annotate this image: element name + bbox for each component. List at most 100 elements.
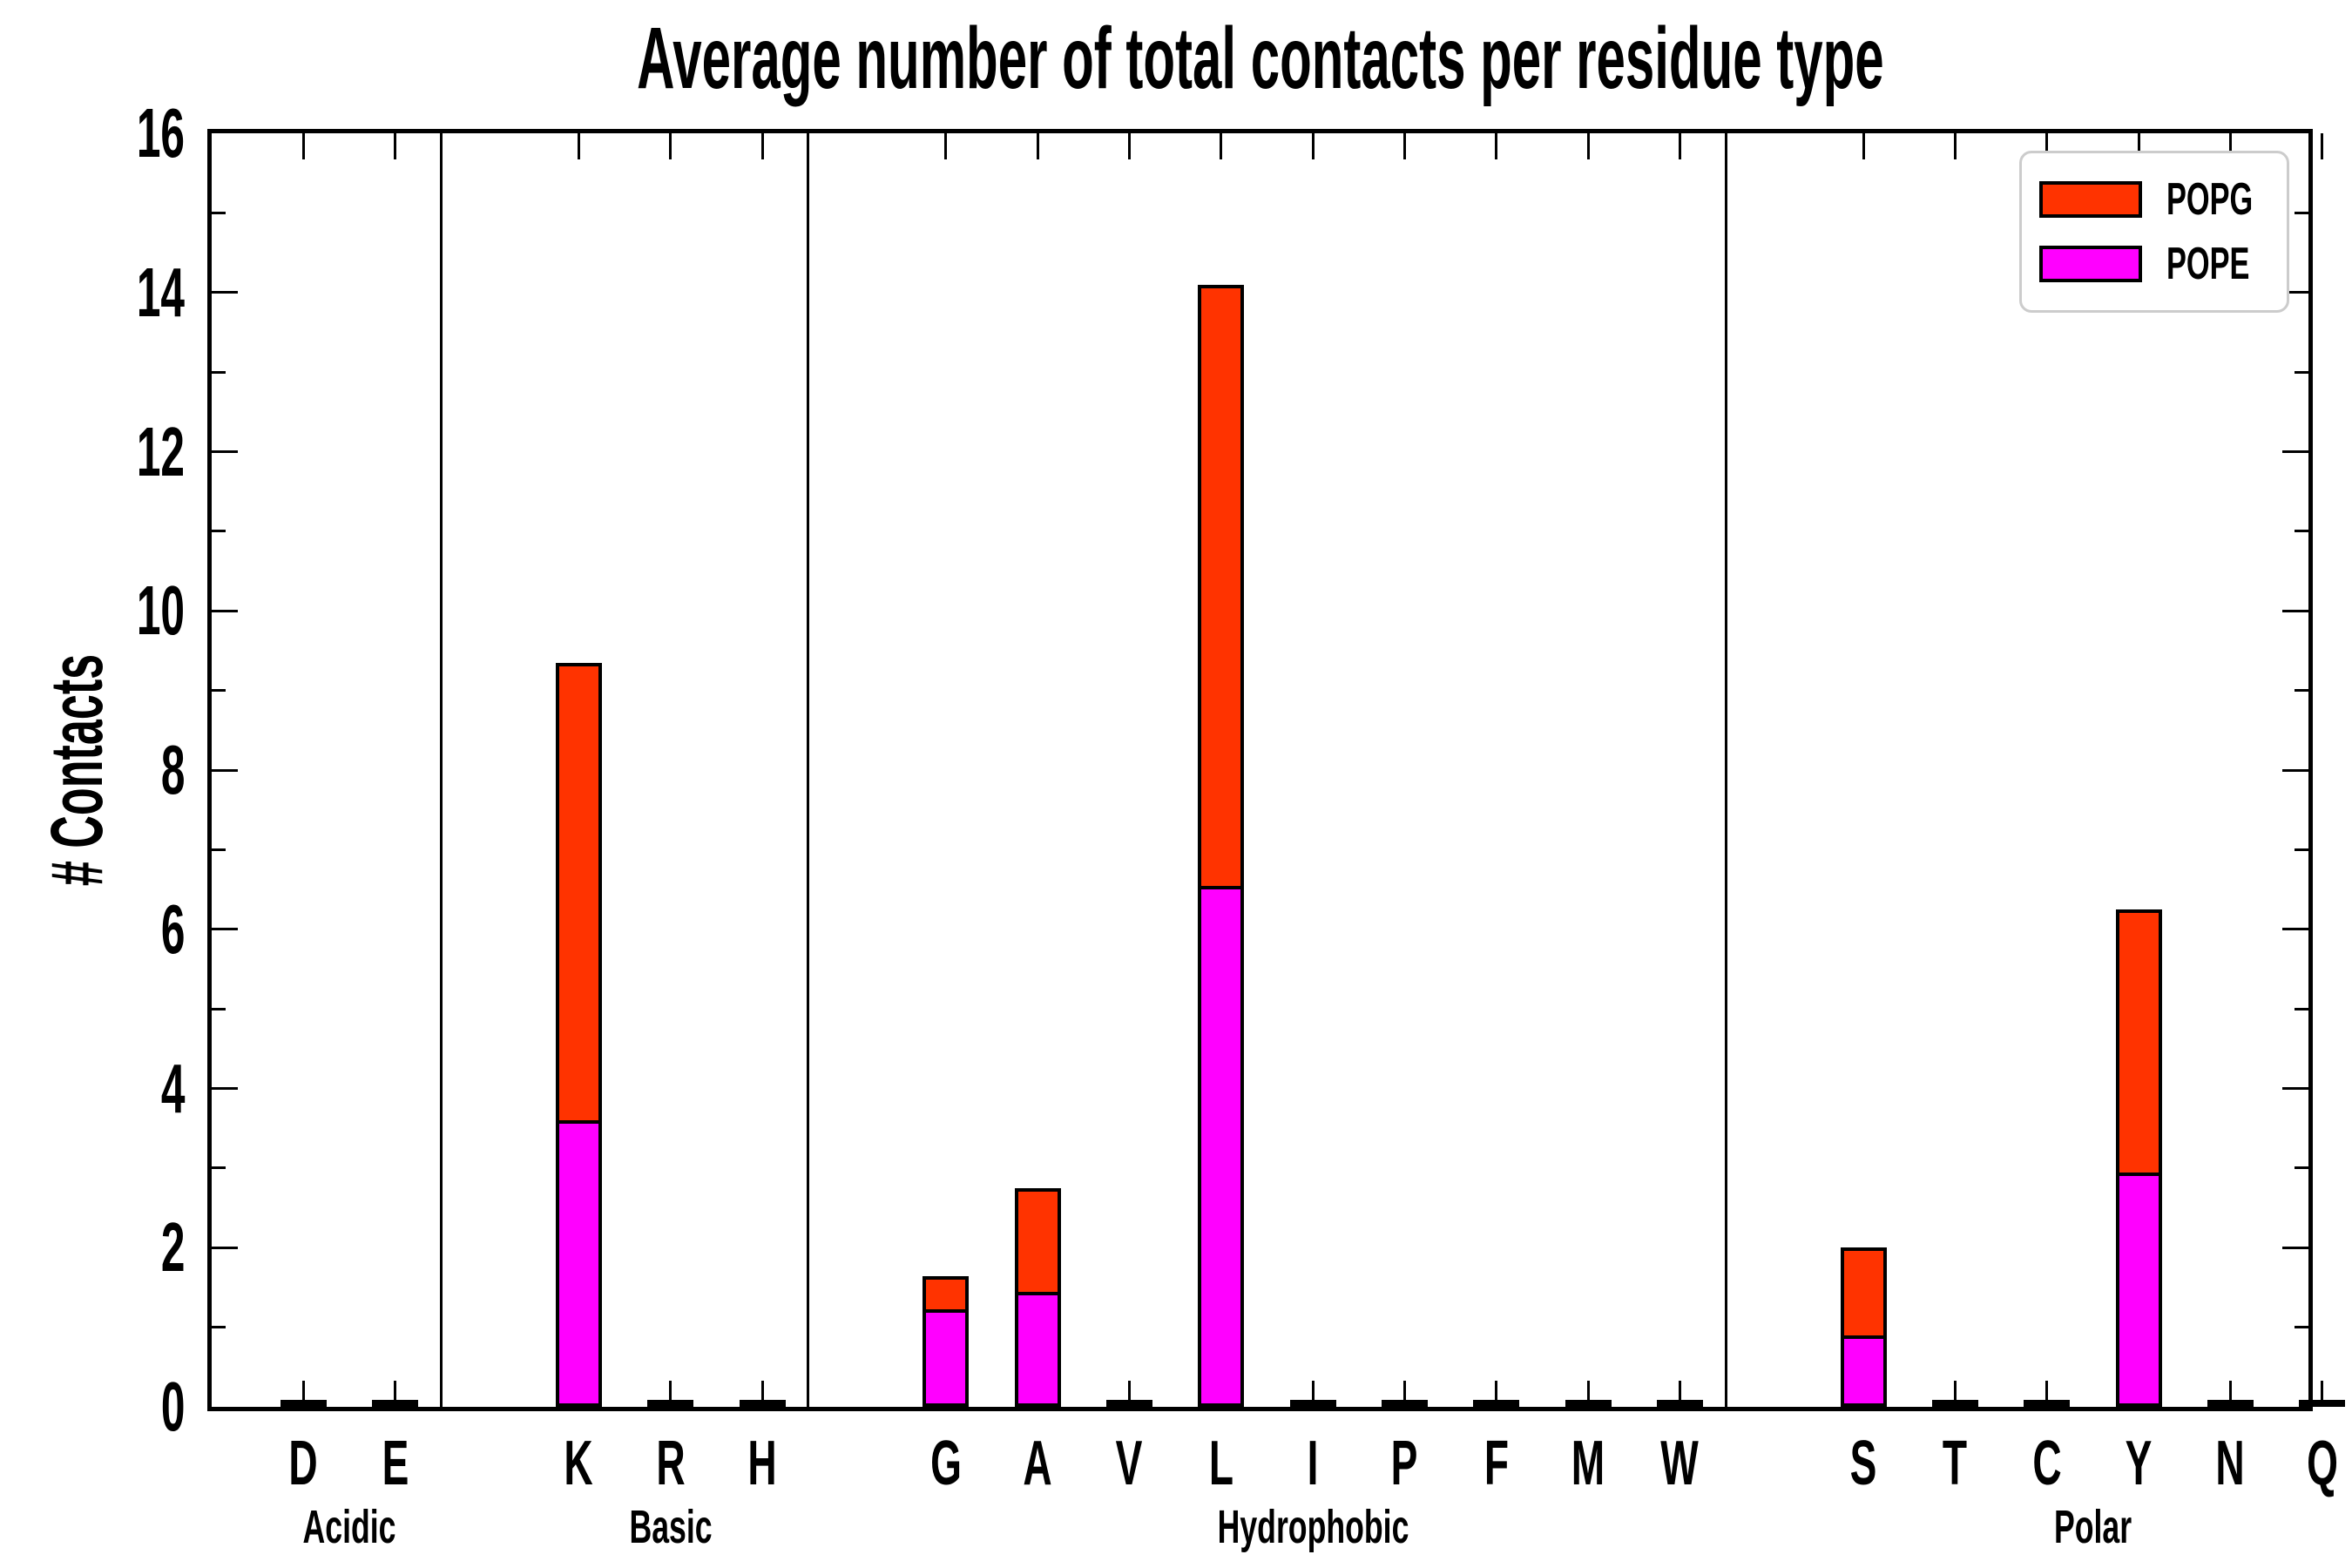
- legend-item-popg: POPG: [2039, 177, 2287, 222]
- bar-popg-segment: [926, 1280, 965, 1313]
- legend-label-popg: POPG: [2166, 174, 2254, 226]
- x-tick: [1495, 1381, 1498, 1407]
- x-tick: [944, 133, 948, 159]
- bar-F: [1473, 1400, 1519, 1407]
- x-tick-label-text: G: [929, 1429, 962, 1498]
- x-tick: [1495, 133, 1498, 159]
- y-tick: [2282, 1246, 2308, 1249]
- y-tick-label-text: 8: [160, 731, 185, 808]
- x-tick: [1862, 133, 1865, 159]
- group-label: Hydrophobic: [1095, 1502, 1531, 1552]
- x-tick: [760, 133, 764, 159]
- x-tick: [1402, 133, 1406, 159]
- x-tick-label: V: [1059, 1430, 1199, 1497]
- y-tick: [212, 1087, 238, 1090]
- y-tick: [2295, 689, 2308, 693]
- bar-W: [1657, 1400, 1703, 1407]
- x-tick-label-text: Q: [2306, 1429, 2338, 1498]
- bar-C: [2024, 1400, 2070, 1407]
- x-tick-label: M: [1518, 1430, 1658, 1497]
- y-tick-label-text: 0: [160, 1368, 185, 1445]
- x-tick: [2045, 133, 2049, 159]
- y-tick: [212, 370, 226, 374]
- y-tick: [2295, 1007, 2308, 1010]
- y-tick-label: 16: [0, 98, 185, 168]
- bar-T: [1932, 1400, 1978, 1407]
- y-tick: [2282, 1087, 2308, 1090]
- x-tick: [301, 133, 305, 159]
- x-tick-label: R: [601, 1430, 740, 1497]
- y-tick: [212, 768, 238, 772]
- x-tick-label-text: M: [1571, 1429, 1605, 1498]
- x-tick-label-text: H: [747, 1429, 777, 1498]
- legend-label-pope: POPE: [2166, 238, 2250, 289]
- x-tick: [1678, 1381, 1681, 1407]
- y-tick: [2295, 370, 2308, 374]
- bar-popg-segment: [2119, 913, 2159, 1176]
- x-tick: [1220, 133, 1223, 159]
- x-tick-label-text: T: [1943, 1429, 1968, 1498]
- x-tick-label: L: [1152, 1430, 1291, 1497]
- y-tick: [212, 450, 238, 453]
- y-tick: [212, 530, 226, 533]
- bar-R: [647, 1400, 693, 1407]
- group-label-text: Hydrophobic: [1217, 1501, 1409, 1553]
- x-tick: [394, 133, 397, 159]
- x-tick: [669, 1381, 672, 1407]
- x-tick-label-text: I: [1307, 1429, 1319, 1498]
- x-tick: [577, 133, 580, 159]
- x-tick: [1311, 133, 1315, 159]
- x-tick: [2321, 133, 2324, 159]
- y-tick: [212, 609, 238, 612]
- y-tick: [212, 1166, 226, 1170]
- bar-Y: [2116, 909, 2162, 1407]
- pope-swatch-icon: [2039, 245, 2142, 282]
- group-separator: [807, 133, 810, 1407]
- x-tick: [1678, 133, 1681, 159]
- x-tick: [1311, 1381, 1315, 1407]
- x-tick: [1953, 1381, 1957, 1407]
- x-tick: [1127, 133, 1131, 159]
- y-tick: [2295, 1166, 2308, 1170]
- x-tick-label: W: [1610, 1430, 1749, 1497]
- y-tick: [212, 689, 226, 693]
- x-tick-label-text: N: [2215, 1429, 2246, 1498]
- x-tick-label: K: [509, 1430, 648, 1497]
- y-tick: [212, 1326, 226, 1329]
- x-tick-label: C: [1977, 1430, 2117, 1497]
- x-tick-label: N: [2160, 1430, 2300, 1497]
- x-tick-label: H: [693, 1430, 832, 1497]
- x-tick: [2321, 1381, 2324, 1407]
- y-tick-label: 6: [0, 889, 185, 968]
- bar-G: [923, 1276, 969, 1407]
- group-separator: [1724, 133, 1727, 1407]
- x-tick: [394, 1381, 397, 1407]
- x-tick: [1127, 1381, 1131, 1407]
- bar-M: [1565, 1400, 1612, 1407]
- x-tick: [669, 133, 672, 159]
- y-tick-label-text: 2: [160, 1208, 185, 1287]
- legend-item-pope: POPE: [2039, 241, 2287, 287]
- bar-E: [372, 1400, 418, 1407]
- bar-H: [740, 1400, 786, 1407]
- bar-popg-segment: [559, 666, 598, 1124]
- x-tick: [1036, 133, 1039, 159]
- y-tick-label-text: 16: [136, 94, 185, 172]
- y-tick-label-text: 6: [160, 889, 185, 968]
- y-tick: [2282, 450, 2308, 453]
- y-tick: [212, 928, 238, 931]
- y-tick: [2295, 530, 2308, 533]
- x-tick-label-text: P: [1391, 1429, 1418, 1498]
- x-tick-label-text: K: [564, 1429, 593, 1498]
- x-tick-label-text: Y: [2125, 1429, 2153, 1498]
- x-tick-label: Q: [2253, 1430, 2352, 1497]
- y-tick-label: 0: [0, 1372, 185, 1442]
- x-tick-label: G: [876, 1430, 1016, 1497]
- x-tick: [1586, 1381, 1590, 1407]
- legend: POPG POPE: [2019, 151, 2289, 313]
- x-tick: [1402, 1381, 1406, 1407]
- y-tick-label: 14: [0, 257, 185, 328]
- x-tick-label-text: D: [288, 1429, 318, 1498]
- group-label: Acidic: [132, 1502, 567, 1552]
- y-tick: [212, 1007, 226, 1010]
